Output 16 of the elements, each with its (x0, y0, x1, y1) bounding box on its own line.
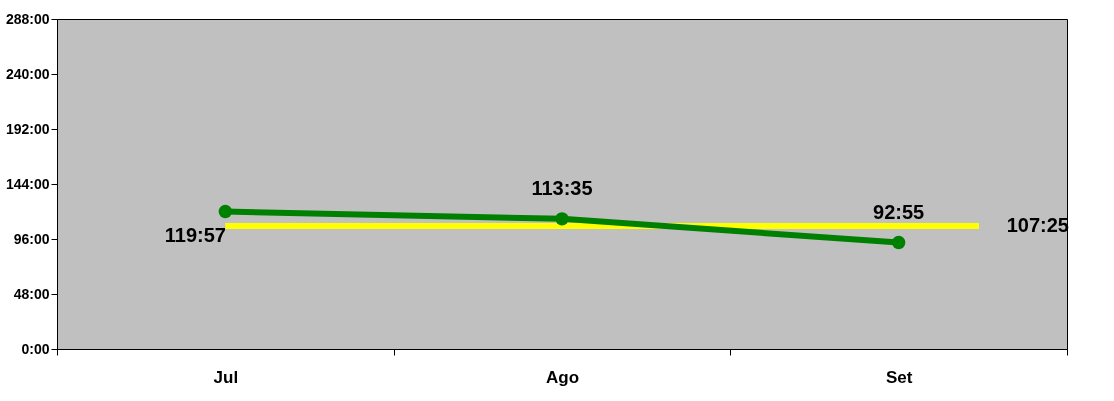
point (218, 204, 233, 219)
data-label: 92:55 (873, 200, 925, 223)
point (891, 235, 906, 250)
x-tick-label: Set (885, 367, 913, 387)
x-tick-label: Jul (213, 367, 239, 387)
data-label: 119:57 (164, 223, 226, 246)
y-tick-label: 0:00 (21, 340, 50, 357)
y-tick-label: 240:00 (5, 65, 50, 82)
y-tick-label: 288:00 (5, 10, 50, 27)
point (555, 212, 569, 226)
y-tick-label: 192:00 (5, 120, 50, 137)
y-tick-label: 48:00 (13, 285, 50, 302)
y-tick-label: 144:00 (5, 175, 50, 192)
y-tick-label: 96:00 (13, 230, 50, 247)
x-tick-label: Ago (545, 367, 580, 387)
data-label: 113:35 (531, 176, 593, 199)
